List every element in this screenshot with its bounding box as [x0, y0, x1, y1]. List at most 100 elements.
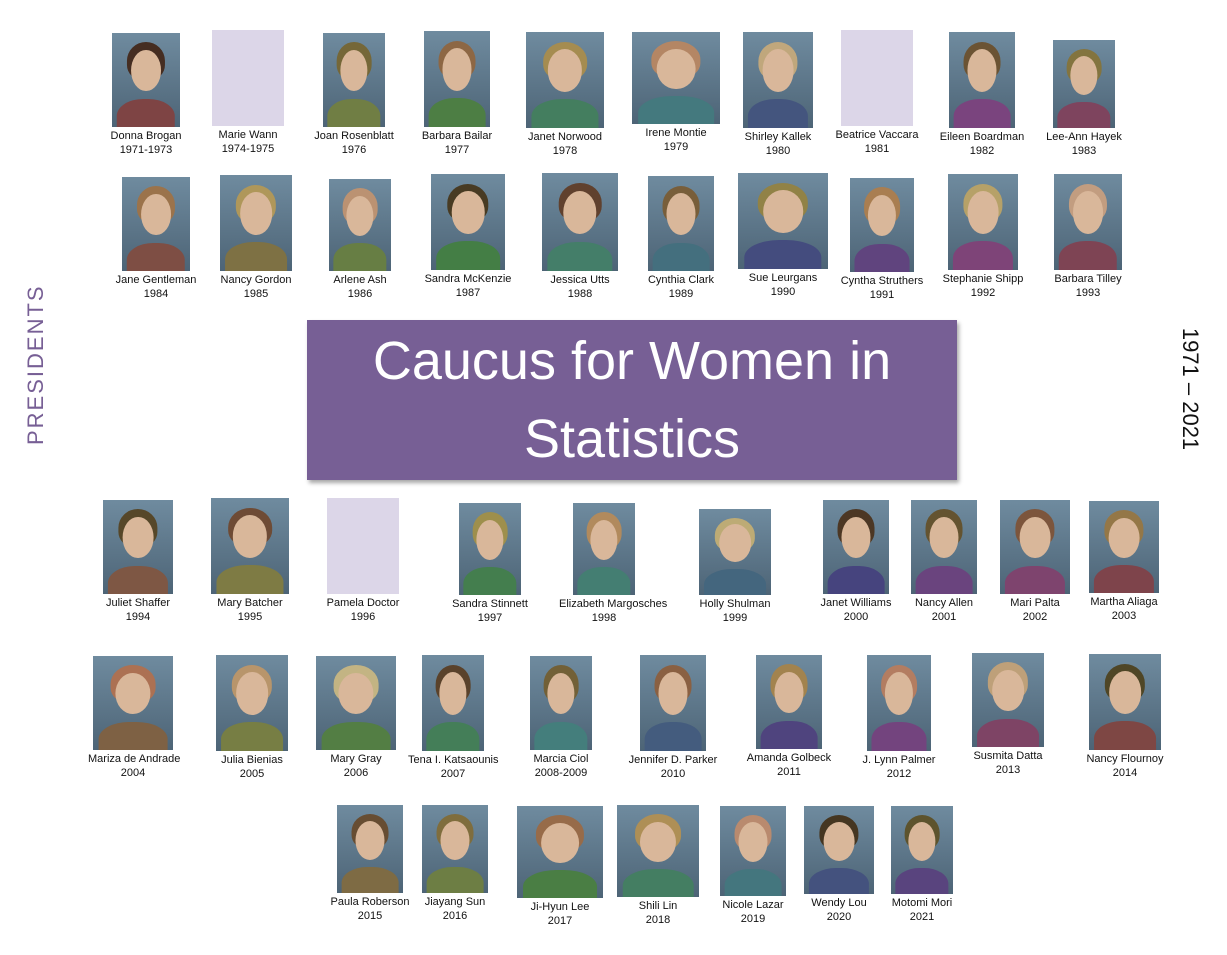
portrait-photo: [103, 500, 173, 594]
president-years: 1977: [444, 144, 470, 156]
president-years: 2004: [120, 767, 146, 779]
president-card: Irene Montie 1979: [631, 32, 721, 154]
president-name: Jessica Utts: [550, 274, 610, 286]
president-card: Nancy Allen 2001: [899, 500, 989, 624]
presidents-side-label: PRESIDENTS: [23, 284, 48, 445]
portrait-photo: [699, 509, 771, 595]
president-years: 2011: [777, 766, 801, 778]
president-card: Shili Lin 2018: [613, 805, 703, 927]
portrait-photo: [573, 503, 635, 595]
portrait-photo: [648, 176, 714, 271]
president-card: Jennifer D. Parker 2010: [628, 655, 718, 781]
president-years: 1980: [765, 145, 791, 157]
portrait-photo: [804, 806, 874, 894]
president-name: Nicole Lazar: [722, 899, 784, 911]
president-card: Wendy Lou 2020: [794, 806, 884, 924]
president-card: Jiayang Sun 2016: [410, 805, 500, 923]
portrait-photo: [850, 178, 914, 272]
president-name: Mariza de Andrade: [88, 753, 181, 765]
president-name: Susmita Datta: [973, 750, 1043, 762]
president-card: Julia Bienias 2005: [207, 655, 297, 781]
president-name: Julia Bienias: [221, 754, 283, 766]
president-name: Elizabeth Margosches: [559, 598, 668, 610]
president-card: Amanda Golbeck 2011: [744, 655, 834, 779]
portrait-photo: [1053, 40, 1115, 128]
president-name: Wendy Lou: [811, 897, 867, 909]
president-name: Holly Shulman: [699, 598, 771, 610]
president-years: 1989: [668, 288, 694, 300]
president-years: 1978: [552, 145, 578, 157]
president-card: Marie Wann 1974-1975: [203, 30, 293, 156]
portrait-photo: [1000, 500, 1070, 594]
president-name: Beatrice Vaccara: [835, 129, 919, 141]
president-years: 2013: [995, 764, 1021, 776]
president-card: Mary Batcher 1995: [205, 498, 295, 624]
president-name: Mari Palta: [1010, 597, 1060, 609]
portrait-photo: [743, 32, 813, 128]
president-years: 2003: [1111, 610, 1137, 622]
portrait-photo: [867, 655, 931, 751]
president-card: Lee-Ann Hayek 1983: [1039, 40, 1129, 158]
portrait-photo: [422, 655, 484, 751]
portrait-photo: [530, 656, 592, 750]
president-card: Ji-Hyun Lee 2017: [515, 806, 605, 928]
portrait-photo: [93, 656, 173, 750]
president-name: Irene Montie: [645, 127, 707, 139]
president-card: J. Lynn Palmer 2012: [854, 655, 944, 781]
photo-placeholder: [841, 30, 913, 126]
portrait-photo: [640, 655, 706, 751]
president-card: Jessica Utts 1988: [535, 173, 625, 301]
president-years: 1983: [1071, 145, 1097, 157]
banner-title: Caucus for Women in Statistics: [372, 331, 892, 469]
president-years: 2010: [660, 768, 686, 780]
president-card: Eileen Boardman 1982: [937, 32, 1027, 158]
president-years: 2012: [886, 768, 912, 780]
portrait-photo: [1089, 654, 1161, 750]
president-card: Cyntha Struthers 1991: [837, 178, 927, 302]
portrait-photo: [1054, 174, 1122, 270]
photo-placeholder: [212, 30, 284, 126]
portrait-photo: [337, 805, 403, 893]
president-name: Motomi Mori: [891, 897, 953, 909]
president-years: 1990: [770, 286, 796, 298]
president-card: Marcia Ciol 2008-2009: [516, 656, 606, 780]
portrait-photo: [422, 805, 488, 893]
president-years: 2020: [826, 911, 852, 923]
president-name: Marie Wann: [218, 129, 278, 141]
portrait-photo: [756, 655, 822, 749]
president-years: 2008-2009: [534, 767, 588, 779]
portrait-photo: [329, 179, 391, 271]
portrait-photo: [216, 655, 288, 751]
president-name: Mary Batcher: [217, 597, 283, 609]
president-card: Nancy Flournoy 2014: [1080, 654, 1170, 780]
president-name: Eileen Boardman: [939, 131, 1025, 143]
president-name: Donna Brogan: [110, 130, 182, 142]
president-years: 2015: [357, 910, 383, 922]
president-years: 1995: [237, 611, 263, 623]
president-card: Motomi Mori 2021: [877, 806, 967, 924]
president-years: 2001: [931, 611, 957, 623]
portrait-photo: [323, 33, 385, 127]
president-name: Paula Roberson: [330, 896, 410, 908]
president-years: 1979: [663, 141, 689, 153]
president-years: 1999: [722, 612, 748, 624]
president-name: Nancy Flournoy: [1086, 753, 1164, 765]
president-card: Mariza de Andrade 2004: [88, 656, 181, 780]
president-card: Pamela Doctor 1996: [318, 498, 408, 624]
president-years: 1993: [1075, 287, 1101, 299]
president-card: Tena I. Katsaounis 2007: [408, 655, 499, 781]
president-years: 2017: [547, 915, 573, 927]
president-name: J. Lynn Palmer: [862, 754, 936, 766]
president-card: Cynthia Clark 1989: [636, 176, 726, 301]
president-card: Holly Shulman 1999: [690, 509, 780, 625]
president-years: 2005: [239, 768, 265, 780]
portrait-photo: [972, 653, 1044, 747]
president-years: 2019: [740, 913, 766, 925]
date-range-label: 1971 – 2021: [1178, 327, 1203, 451]
president-years: 2021: [909, 911, 935, 923]
president-years: 1998: [591, 612, 617, 624]
president-card: Nancy Gordon 1985: [211, 175, 301, 301]
president-name: Nancy Allen: [914, 597, 974, 609]
president-card: Barbara Tilley 1993: [1043, 174, 1133, 300]
